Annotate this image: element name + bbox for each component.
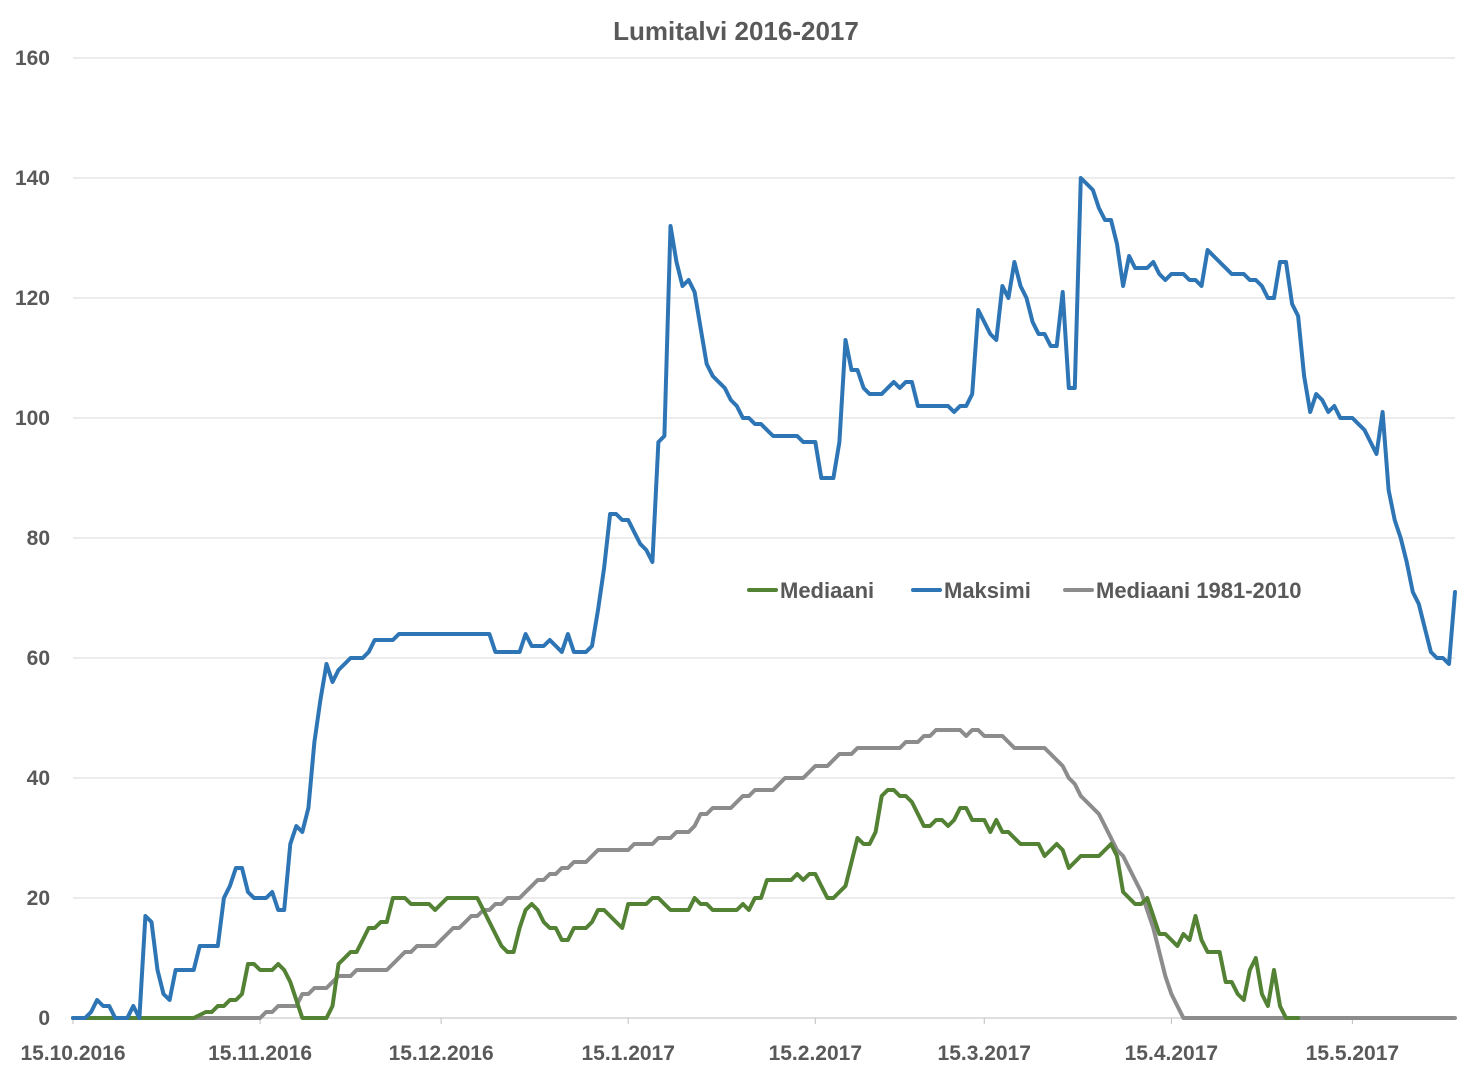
x-tick-label: 15.2.2017 xyxy=(769,1042,862,1065)
x-tick-label: 15.3.2017 xyxy=(938,1042,1031,1065)
legend: Mediaani Maksimi Mediaani 1981-2010 xyxy=(747,578,1301,603)
series-line-mediaani-1981-2010 xyxy=(71,728,1457,1020)
chart-title: Lumitalvi 2016-2017 xyxy=(613,16,859,46)
grid xyxy=(73,57,1455,1019)
y-tick-label: 20 xyxy=(27,887,50,910)
y-tick-label: 140 xyxy=(15,167,50,190)
y-tick-label: 0 xyxy=(38,1007,50,1030)
legend-label: Mediaani 1981-2010 xyxy=(1096,578,1301,603)
x-tick-label: 15.11.2016 xyxy=(208,1042,312,1065)
x-tick-label: 15.12.2016 xyxy=(389,1042,494,1065)
series-line-mediaani xyxy=(71,788,1301,1020)
y-tick-label: 100 xyxy=(15,407,50,430)
y-tick-label: 120 xyxy=(15,287,50,310)
y-tick-label: 40 xyxy=(27,767,50,790)
y-axis-ticks: 0 20 40 60 80 100 120 140 160 xyxy=(15,47,50,1030)
x-tick-label: 15.1.2017 xyxy=(581,1042,674,1065)
series-line-maksimi xyxy=(71,176,1457,1020)
x-axis-ticks: 15.10.2016 15.11.2016 15.12.2016 15.1.2017 1… xyxy=(20,1018,1399,1065)
y-tick-label: 160 xyxy=(15,47,50,70)
x-tick-label: 15.4.2017 xyxy=(1125,1042,1218,1065)
series-lines xyxy=(71,176,1457,1020)
legend-label: Maksimi xyxy=(944,578,1031,603)
legend-label: Mediaani xyxy=(780,578,874,603)
x-tick-label: 15.10.2016 xyxy=(20,1042,125,1065)
x-tick-label: 15.5.2017 xyxy=(1306,1042,1399,1065)
y-tick-label: 60 xyxy=(27,647,50,670)
y-tick-label: 80 xyxy=(27,527,50,550)
